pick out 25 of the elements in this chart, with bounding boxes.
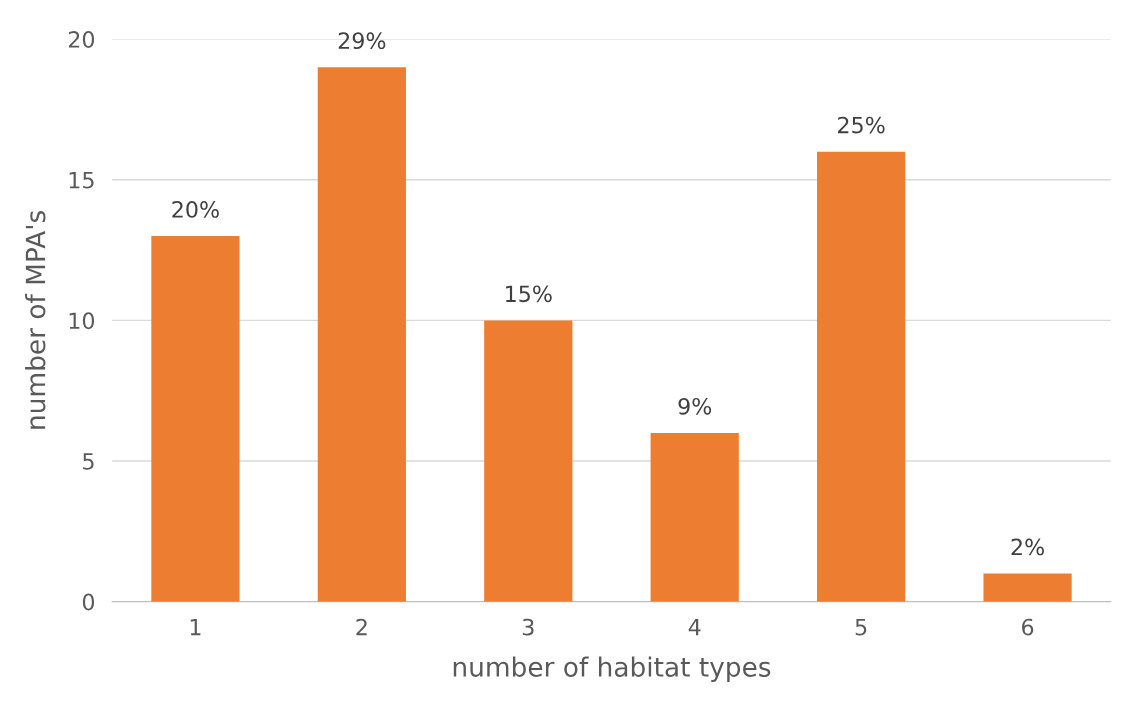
bar xyxy=(983,573,1072,602)
bar xyxy=(151,236,240,602)
annotation: 2% xyxy=(1011,538,1044,556)
annotation: 25% xyxy=(838,116,885,134)
x-tick-label: 3 xyxy=(522,618,534,636)
annotation: 20% xyxy=(172,201,219,218)
annotation: 9% xyxy=(678,397,712,415)
x-axis-title: number of habitat types xyxy=(453,656,771,683)
x-tick-label: 1 xyxy=(190,618,201,636)
y-tick-label: 10 xyxy=(69,312,95,330)
bar xyxy=(317,67,406,602)
y-tick-label: 20 xyxy=(68,31,95,48)
bar xyxy=(817,151,906,602)
x-tick-label: 6 xyxy=(1022,618,1034,636)
x-tick-label: 2 xyxy=(356,618,367,636)
x-tick-label: 4 xyxy=(688,618,701,636)
y-tick-label: 0 xyxy=(82,593,95,611)
x-tick-label: 5 xyxy=(855,618,867,636)
bar xyxy=(484,320,573,602)
y-axis-title: number of MPA's xyxy=(25,211,46,429)
annotation: 15% xyxy=(506,285,552,303)
bar xyxy=(650,432,739,602)
y-tick-label: 15 xyxy=(69,172,94,189)
annotation: 29% xyxy=(338,32,386,50)
y-tick-label: 5 xyxy=(83,453,94,470)
